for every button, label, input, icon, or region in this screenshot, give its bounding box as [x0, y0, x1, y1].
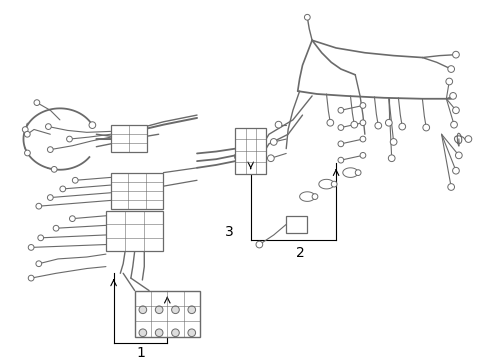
Circle shape — [24, 131, 30, 137]
Circle shape — [452, 107, 458, 114]
Circle shape — [22, 127, 28, 132]
Circle shape — [359, 103, 365, 108]
Circle shape — [452, 51, 458, 58]
Circle shape — [171, 329, 179, 337]
Circle shape — [28, 244, 34, 250]
Circle shape — [449, 93, 455, 99]
Circle shape — [89, 122, 96, 129]
Circle shape — [155, 306, 163, 314]
Circle shape — [47, 147, 53, 153]
Circle shape — [387, 155, 394, 162]
Circle shape — [330, 181, 336, 187]
Circle shape — [72, 177, 78, 183]
Circle shape — [36, 261, 41, 267]
Circle shape — [256, 241, 262, 248]
Circle shape — [359, 120, 365, 126]
Circle shape — [311, 194, 317, 199]
Circle shape — [374, 122, 381, 129]
Circle shape — [47, 195, 53, 201]
Circle shape — [139, 306, 146, 314]
Circle shape — [359, 136, 365, 142]
Circle shape — [66, 136, 72, 142]
Circle shape — [187, 329, 195, 337]
Circle shape — [270, 139, 277, 145]
Circle shape — [445, 78, 452, 85]
Bar — [110, 172, 163, 209]
Circle shape — [389, 139, 396, 145]
Circle shape — [337, 157, 343, 163]
Circle shape — [304, 14, 309, 20]
Circle shape — [69, 216, 75, 221]
Circle shape — [51, 166, 57, 172]
Circle shape — [355, 170, 360, 175]
Circle shape — [337, 125, 343, 130]
Circle shape — [398, 123, 405, 130]
Circle shape — [359, 153, 365, 158]
Circle shape — [326, 120, 333, 126]
Circle shape — [337, 107, 343, 113]
Bar — [110, 125, 147, 152]
Text: 3: 3 — [225, 225, 234, 239]
Bar — [235, 127, 265, 174]
Bar — [285, 216, 306, 233]
Circle shape — [155, 329, 163, 337]
Circle shape — [454, 152, 461, 159]
Circle shape — [447, 184, 453, 190]
Circle shape — [53, 225, 59, 231]
Circle shape — [452, 167, 458, 174]
Circle shape — [36, 203, 41, 209]
Circle shape — [45, 124, 51, 130]
Circle shape — [187, 306, 195, 314]
Circle shape — [60, 186, 65, 192]
Text: 1: 1 — [136, 346, 144, 360]
Circle shape — [267, 155, 274, 162]
Circle shape — [422, 124, 428, 131]
Circle shape — [171, 306, 179, 314]
Circle shape — [139, 329, 146, 337]
Circle shape — [450, 121, 456, 128]
Circle shape — [275, 121, 281, 128]
Bar — [134, 291, 200, 337]
Circle shape — [447, 66, 453, 72]
Circle shape — [385, 120, 391, 126]
Circle shape — [28, 275, 34, 281]
Circle shape — [337, 141, 343, 147]
Circle shape — [350, 121, 357, 128]
Bar — [106, 211, 163, 251]
Text: 2: 2 — [296, 246, 305, 260]
Circle shape — [38, 235, 43, 241]
Circle shape — [34, 100, 40, 105]
Circle shape — [24, 150, 30, 156]
Circle shape — [464, 136, 471, 143]
